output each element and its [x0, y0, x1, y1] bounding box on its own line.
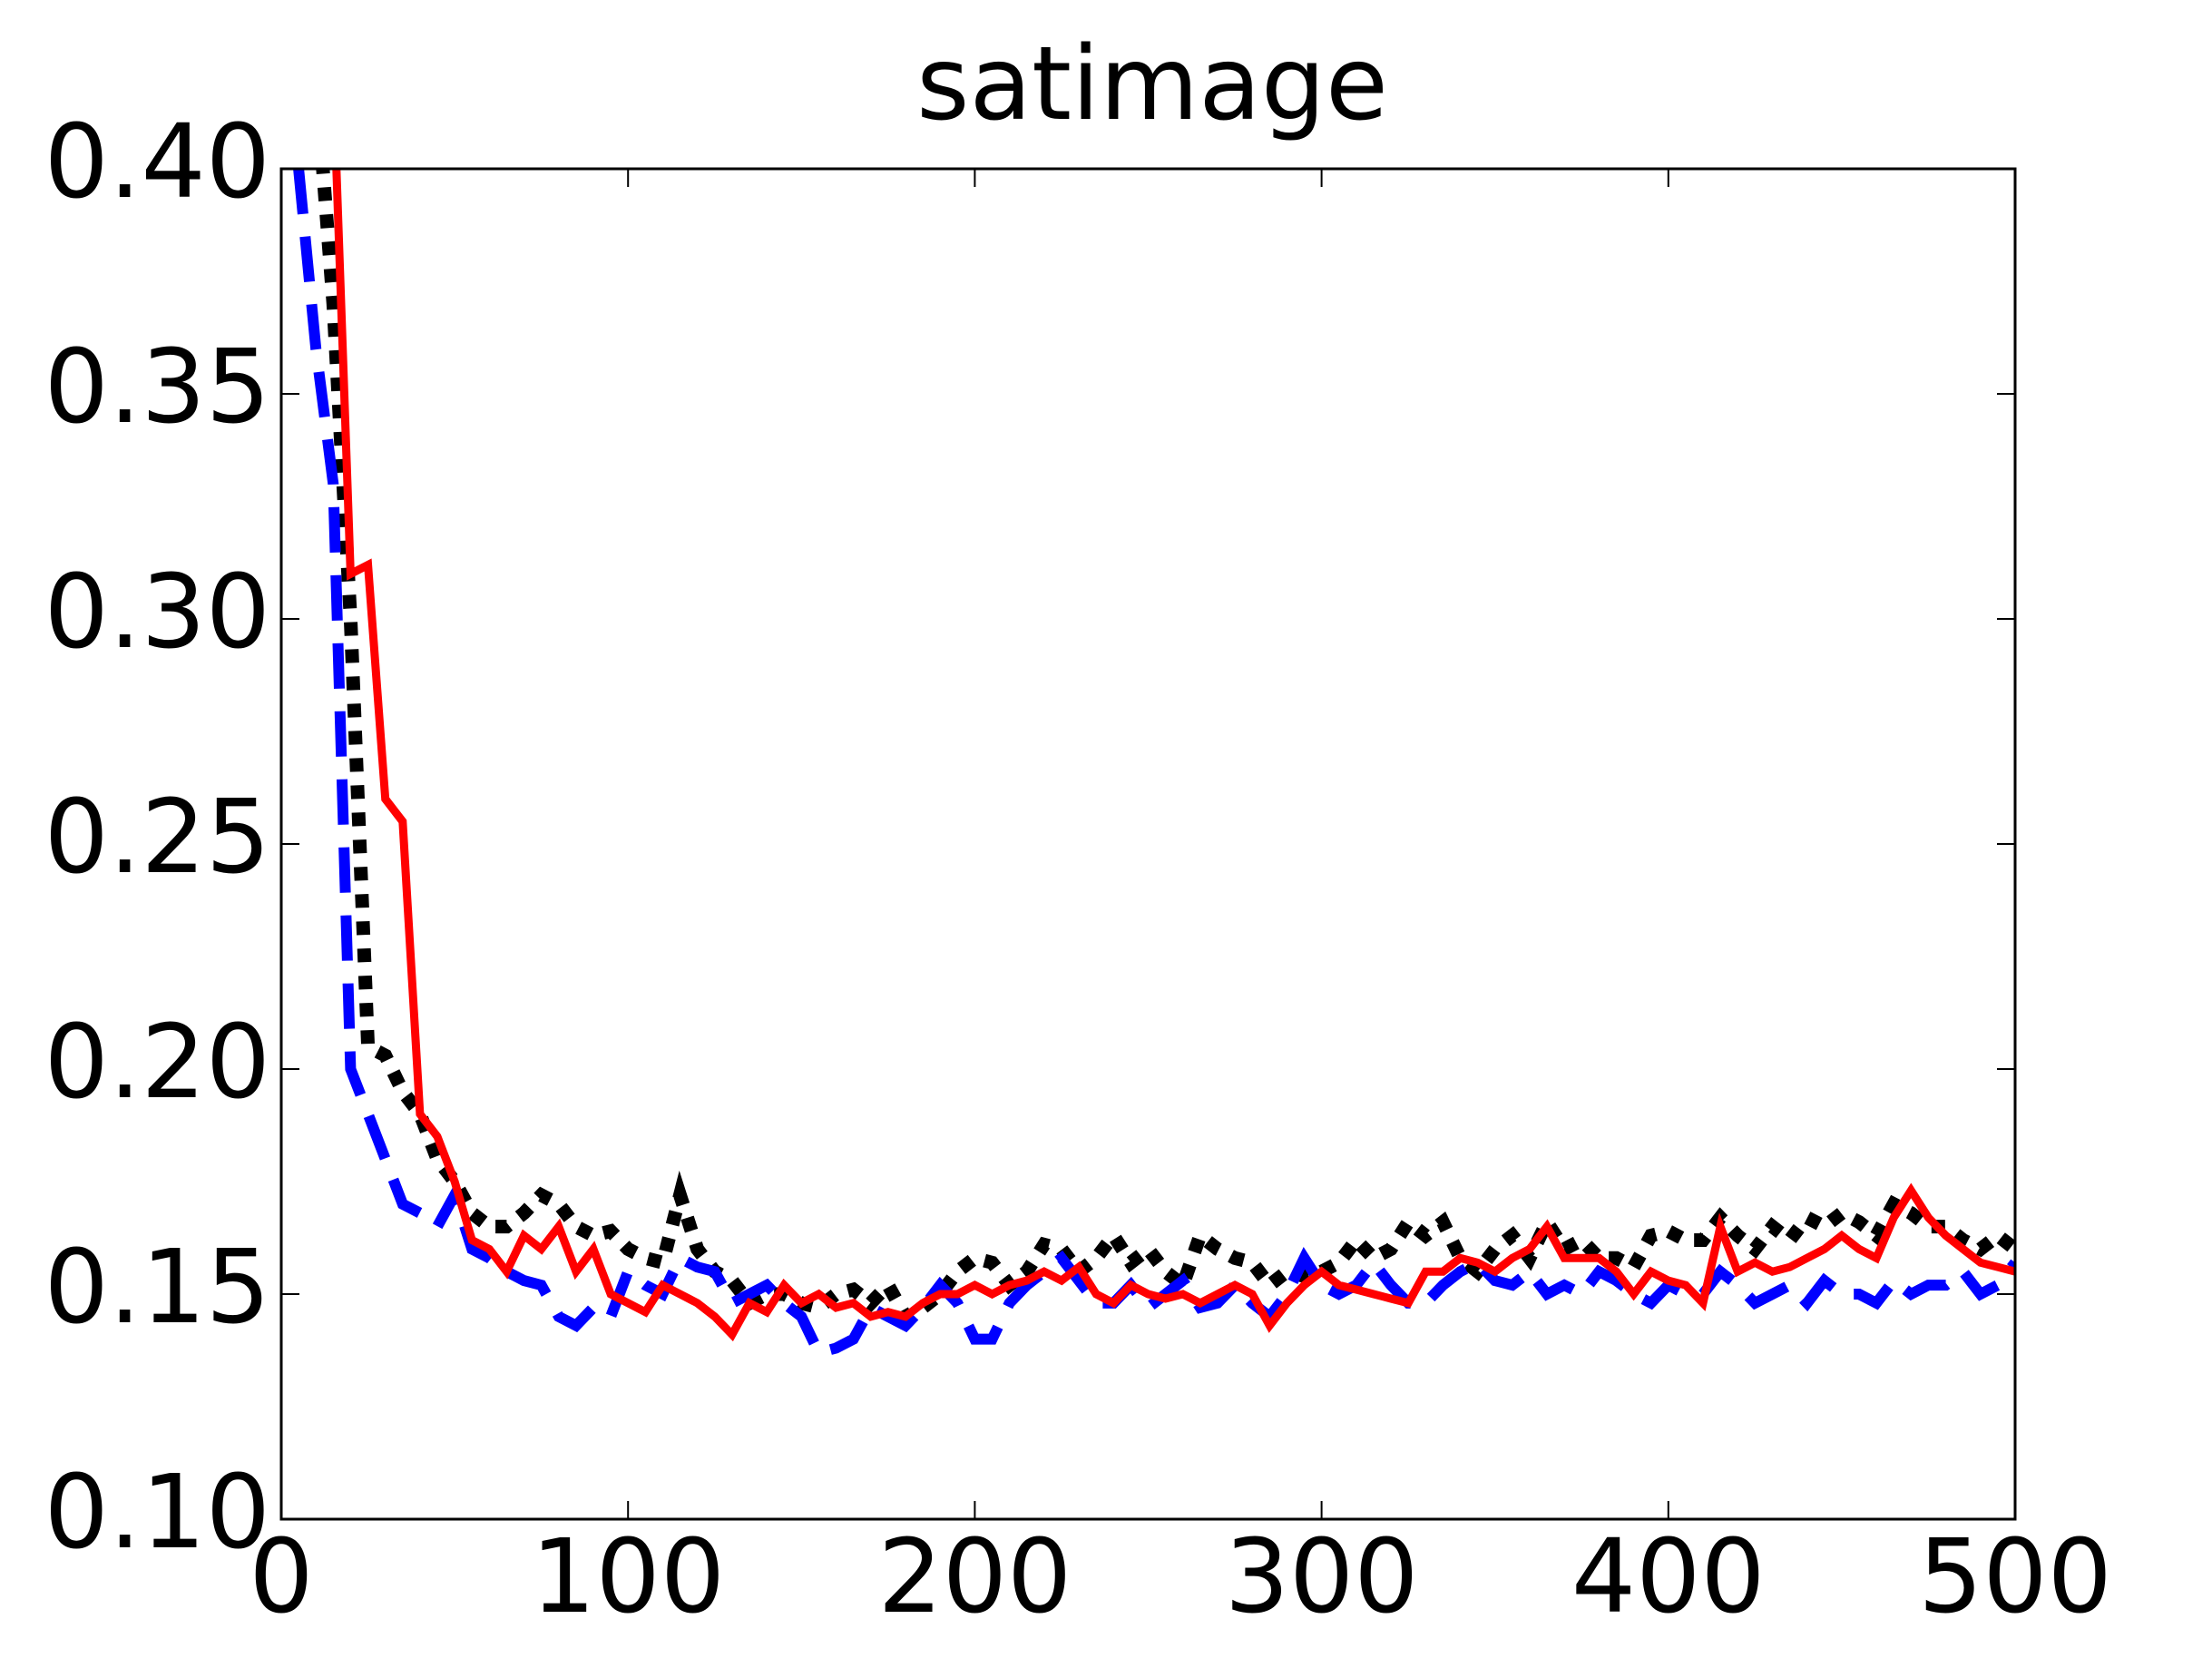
plot-area: [293, 169, 2015, 1359]
y-tick-label: 0.35: [44, 329, 270, 446]
chart-title: satimage: [916, 25, 1388, 143]
y-tick-label: 0.30: [44, 554, 270, 672]
data-line: [316, 169, 2015, 1326]
data-line: [293, 169, 2015, 1359]
y-tick-label: 0.40: [44, 103, 270, 221]
x-tick-label: 100: [531, 1518, 725, 1636]
x-tick-label: 0: [249, 1518, 313, 1636]
y-tick-label: 0.25: [44, 779, 270, 897]
data-line: [332, 169, 2015, 1342]
x-tick-label: 400: [1571, 1518, 1766, 1636]
y-tick-label: 0.10: [44, 1454, 270, 1572]
x-tick-label: 200: [878, 1518, 1072, 1636]
x-tick-label: 300: [1225, 1518, 1419, 1636]
x-tick-label: 500: [1918, 1518, 2112, 1636]
y-tick-label: 0.20: [44, 1004, 270, 1122]
y-tick-label: 0.15: [44, 1229, 270, 1347]
